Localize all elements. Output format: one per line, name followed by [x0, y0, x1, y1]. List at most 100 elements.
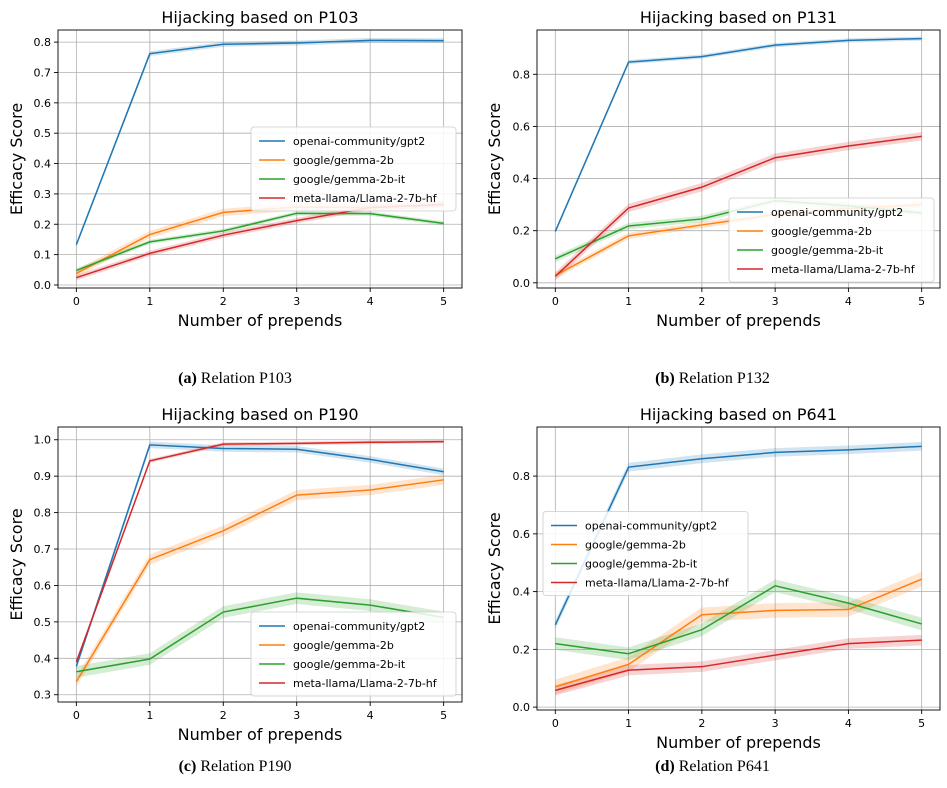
y-axis-label: Efficacy Score: [7, 508, 26, 620]
y-tick-label: 0.7: [34, 543, 52, 556]
caption-text-d: Relation P641: [678, 758, 770, 775]
caption-tag-d: (d): [655, 758, 675, 775]
legend-entry: google/gemma-2b-it: [293, 658, 406, 671]
y-tick-label: 1.0: [34, 434, 52, 447]
series-line: [554, 135, 922, 277]
series-line: [75, 440, 444, 663]
x-tick-label: 2: [698, 717, 705, 730]
series-line: [76, 212, 444, 272]
caption-b: (b) Relation P132: [478, 370, 947, 388]
x-tick-label: 4: [367, 709, 374, 722]
y-tick-label: 0.5: [34, 127, 52, 140]
x-tick-label: 2: [220, 295, 227, 308]
legend-entry: google/gemma-2b: [771, 225, 872, 238]
x-tick-label: 0: [73, 709, 80, 722]
series-band: [76, 441, 444, 670]
legend-entry: openai-community/gpt2: [293, 620, 425, 633]
chart-title: Hijacking based on P641: [640, 405, 837, 424]
axes-frame: [536, 29, 941, 289]
caption-tag-c: (c): [178, 758, 197, 775]
x-tick-label: 5: [918, 717, 925, 730]
y-tick-label: 0.6: [34, 579, 52, 592]
legend-entry: google/gemma-2b-it: [293, 173, 406, 186]
legend-entry: google/gemma-2b-it: [771, 244, 884, 257]
legend: openai-community/gpt2 google/gemma-2b goog…: [250, 126, 457, 212]
series-line: [554, 37, 922, 232]
y-tick-label: 0.1: [34, 249, 52, 262]
y-tick-label: 0.4: [513, 586, 531, 599]
caption-tag-b: (b): [655, 370, 675, 387]
series-line: [76, 597, 444, 673]
y-tick-label: 0.2: [513, 225, 531, 238]
x-tick-label: 3: [772, 717, 779, 730]
legend: openai-community/gpt2 google/gemma-2b goog…: [542, 511, 749, 596]
legend-entry: meta-llama/Llama-2-7b-hf: [293, 192, 438, 205]
chart-svg-a: Hijacking based on P103 0 1 2 3 4 5 0.0 0.1 0.2 0.…: [7, 8, 463, 330]
x-tick-label: 5: [918, 295, 925, 308]
x-tick-label: 1: [625, 717, 632, 730]
legend-entry: google/gemma-2b-it: [585, 558, 698, 571]
x-tick-label: 0: [552, 295, 559, 308]
x-tick-label: 5: [440, 295, 447, 308]
chart-panel-c: Hijacking based on P190 0 1 2 3 4 5 0.3 0.4 0.5 0.…: [0, 392, 470, 788]
y-tick-label: 0.8: [513, 68, 531, 81]
x-tick-label: 2: [220, 709, 227, 722]
y-tick-label: 0.6: [34, 97, 52, 110]
chart-svg-b: Hijacking based on P131 0 1 2 3 4 5 0.0 0.2 0.4 0.…: [485, 8, 941, 330]
y-tick-label: 0.8: [513, 470, 531, 483]
legend-entry: meta-llama/Llama-2-7b-hf: [771, 263, 916, 276]
x-tick-label: 3: [293, 709, 300, 722]
chart-panel-b: Hijacking based on P131 0 1 2 3 4 5 0.0 0.2 0.4 0.…: [478, 0, 947, 390]
legend-box: [728, 197, 935, 283]
x-tick-label: 5: [440, 709, 447, 722]
x-axis-label: Number of prepends: [656, 311, 821, 330]
series-line: [555, 585, 922, 655]
y-axis-label: Efficacy Score: [7, 103, 26, 215]
x-tick-label: 0: [552, 717, 559, 730]
legend-entry: openai-community/gpt2: [585, 520, 717, 533]
chart-svg-c: Hijacking based on P190 0 1 2 3 4 5 0.3 0.4 0.5 0.…: [7, 405, 463, 744]
x-tick-label: 1: [146, 295, 153, 308]
y-tick-label: 0.8: [34, 507, 52, 520]
legend-entry: openai-community/gpt2: [293, 135, 425, 148]
y-tick-label: 0.4: [513, 173, 531, 186]
caption-text-b: Relation P132: [678, 370, 770, 387]
x-tick-label: 1: [146, 709, 153, 722]
caption-text-c: Relation P190: [200, 758, 292, 775]
series-band: [76, 592, 444, 678]
x-tick-label: 4: [845, 717, 852, 730]
caption-text-a: Relation P103: [200, 370, 292, 387]
y-tick-label: 0.5: [34, 616, 52, 629]
chart-panel-d: Hijacking based on P641 0 1 2 3 4 5 0.0 0.2 0.4 0.…: [478, 392, 947, 788]
series-band: [555, 132, 922, 281]
chart-title: Hijacking based on P103: [161, 8, 358, 27]
legend: openai-community/gpt2 google/gemma-2b goog…: [728, 197, 935, 283]
series-band: [76, 474, 444, 687]
axes-frame: [57, 29, 463, 289]
legend-box: [250, 126, 457, 212]
chart-panel-a: Hijacking based on P103 0 1 2 3 4 5 0.0 0.1 0.2 0.…: [0, 0, 470, 390]
chart-title: Hijacking based on P190: [161, 405, 358, 424]
series-line: [75, 444, 444, 667]
x-tick-label: 2: [698, 295, 705, 308]
y-tick-label: 0.9: [34, 470, 52, 483]
y-tick-label: 0.4: [34, 652, 52, 665]
y-tick-label: 0.3: [34, 188, 52, 201]
y-tick-label: 0.3: [34, 689, 52, 702]
legend: openai-community/gpt2 google/gemma-2b goog…: [250, 611, 457, 697]
x-tick-label: 3: [772, 295, 779, 308]
series-line: [555, 639, 922, 692]
caption-tag-a: (a): [178, 370, 197, 387]
axes-frame: [57, 426, 463, 703]
y-tick-label: 0.2: [34, 218, 52, 231]
y-tick-label: 0.4: [34, 158, 52, 171]
x-tick-label: 4: [367, 295, 374, 308]
y-tick-label: 0.6: [513, 528, 531, 541]
y-tick-label: 0.2: [513, 643, 531, 656]
y-tick-label: 0.0: [513, 277, 531, 290]
chart-title: Hijacking based on P131: [640, 8, 837, 27]
series-line: [555, 578, 922, 688]
legend-box: [250, 611, 457, 697]
legend-entry: meta-llama/Llama-2-7b-hf: [293, 677, 438, 690]
y-axis-label: Efficacy Score: [485, 103, 504, 215]
